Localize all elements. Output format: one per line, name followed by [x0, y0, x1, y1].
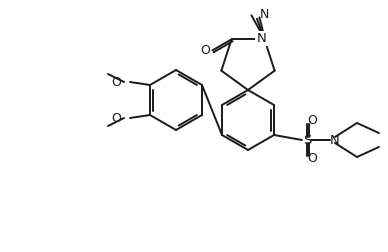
- Text: N: N: [260, 8, 270, 21]
- Text: N: N: [330, 134, 340, 146]
- Text: O: O: [307, 114, 317, 128]
- Text: O: O: [111, 76, 121, 88]
- Text: O: O: [201, 44, 210, 57]
- Text: O: O: [307, 152, 317, 166]
- Text: S: S: [303, 134, 311, 146]
- Text: N: N: [256, 32, 266, 45]
- Text: O: O: [111, 111, 121, 124]
- Text: N: N: [255, 31, 264, 44]
